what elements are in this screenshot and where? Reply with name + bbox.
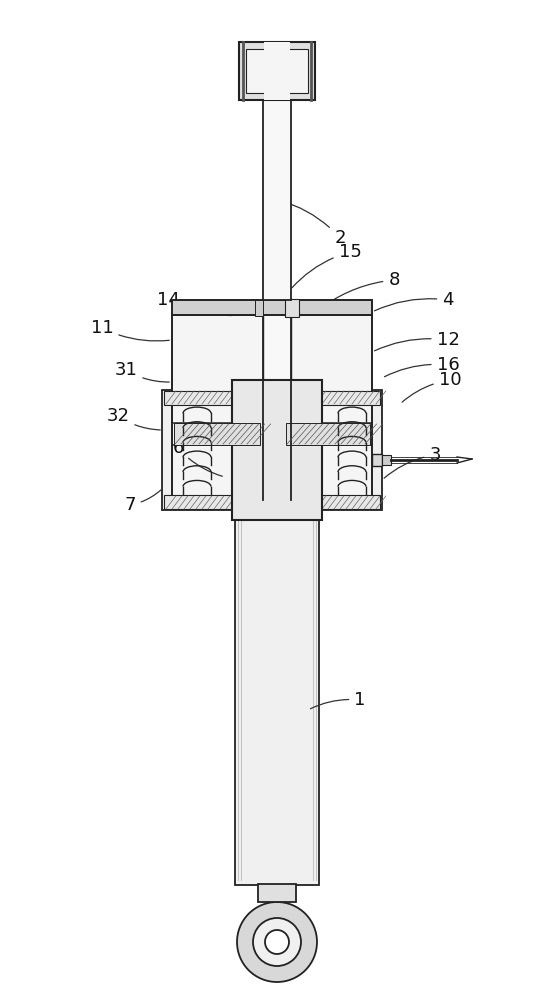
Bar [172, 315, 372, 500]
Bar [164, 391, 380, 405]
Bar [239, 42, 315, 100]
Bar [258, 884, 296, 902]
Circle shape [237, 902, 317, 982]
Text: 2: 2 [281, 201, 346, 247]
Bar [286, 423, 370, 445]
Text: 3: 3 [384, 446, 441, 478]
Bar [264, 42, 290, 100]
Bar [372, 454, 382, 466]
Text: 14: 14 [157, 291, 237, 316]
Bar [235, 500, 319, 885]
Bar [162, 390, 382, 510]
Text: 10: 10 [402, 371, 461, 402]
Text: 4: 4 [375, 291, 454, 311]
Text: 12: 12 [375, 331, 459, 351]
Text: 32: 32 [106, 407, 160, 430]
Bar [382, 455, 391, 465]
Circle shape [253, 918, 301, 966]
Bar [164, 495, 380, 509]
Text: 11: 11 [91, 319, 169, 341]
Text: 1: 1 [310, 691, 366, 709]
Text: 7: 7 [124, 490, 161, 514]
Text: 6: 6 [172, 439, 222, 476]
Text: 16: 16 [384, 356, 459, 377]
Bar [263, 300, 291, 500]
Bar [246, 49, 308, 93]
Bar [174, 423, 260, 445]
Text: 15: 15 [292, 243, 361, 288]
Text: 8: 8 [318, 271, 399, 310]
Bar [285, 299, 299, 317]
Bar [232, 380, 322, 520]
Bar [263, 100, 291, 300]
Text: 31: 31 [115, 361, 169, 382]
Circle shape [265, 930, 289, 954]
Bar [172, 300, 372, 315]
Bar [255, 300, 263, 316]
